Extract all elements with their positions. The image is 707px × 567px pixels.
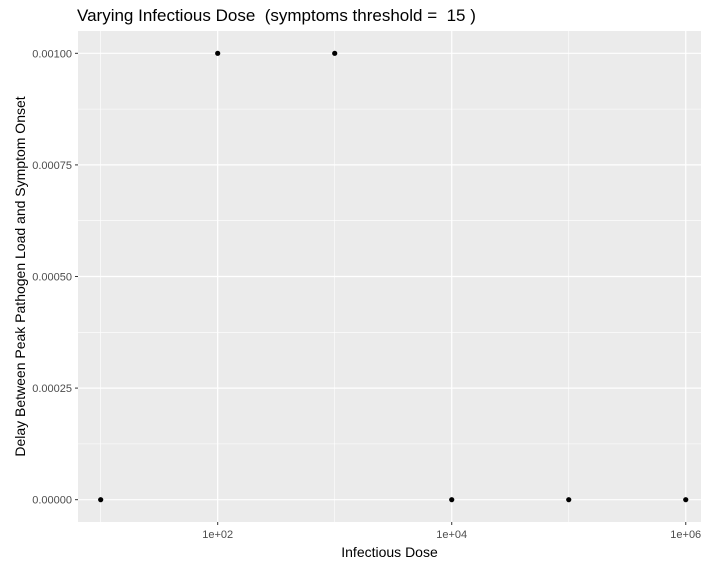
data-point: [566, 497, 572, 503]
data-point: [449, 497, 455, 503]
x-tick-label: 1e+02: [202, 529, 233, 541]
y-tick-label: 0.00100: [32, 48, 72, 60]
y-tick-label: 0.00075: [32, 160, 72, 172]
y-tick-label: 0.00025: [32, 383, 72, 395]
data-point: [332, 50, 338, 56]
major-gridlines: [78, 31, 701, 522]
data-point: [98, 497, 104, 503]
x-tick-label: 1e+06: [670, 529, 701, 541]
data-point: [215, 50, 221, 56]
y-axis-title: Delay Between Peak Pathogen Load and Sym…: [12, 96, 28, 456]
y-tick-label: 0.00050: [32, 272, 72, 284]
chart-title: Varying Infectious Dose (symptoms thresh…: [77, 6, 476, 25]
data-point: [683, 497, 689, 503]
x-axis-title: Infectious Dose: [341, 544, 438, 560]
x-axis: 1e+02 1e+04 1e+06: [202, 522, 701, 541]
data-points: [98, 50, 689, 503]
x-tick-label: 1e+04: [436, 529, 467, 541]
y-tick-label: 0.00000: [32, 495, 72, 507]
y-axis: 0.00000 0.00025 0.00050 0.00075 0.00100: [32, 48, 78, 507]
